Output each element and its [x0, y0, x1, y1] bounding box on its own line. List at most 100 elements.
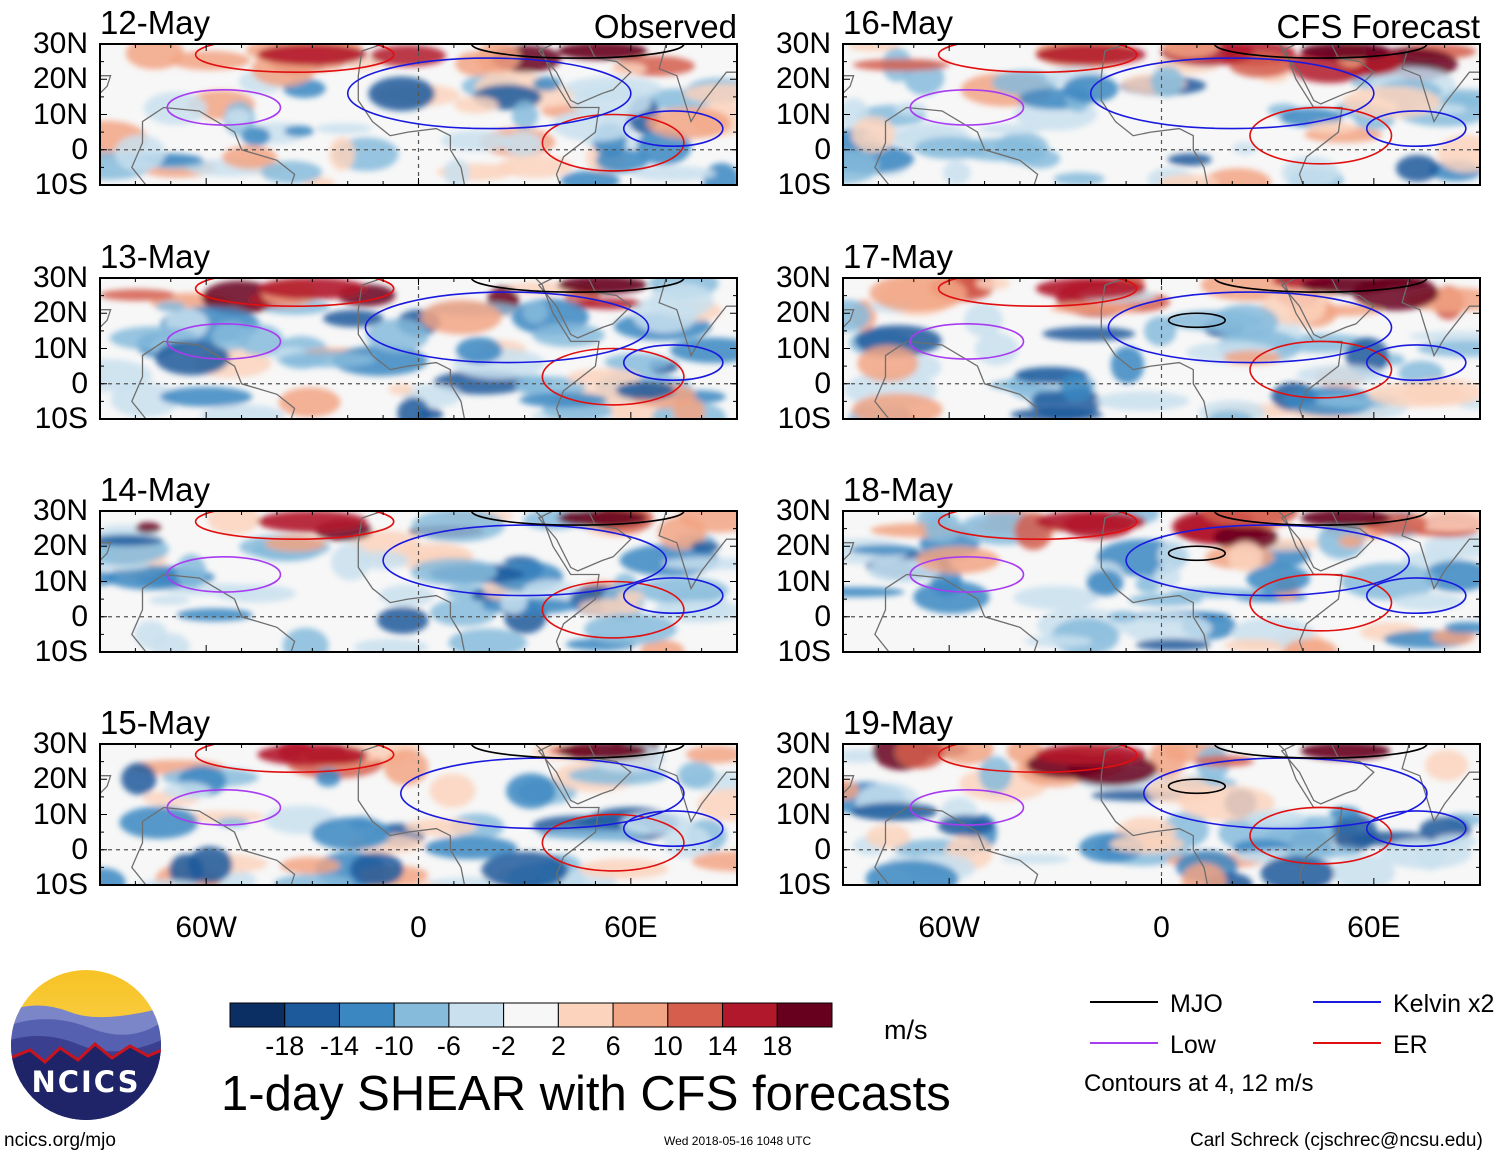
mjo-contour [1213, 44, 1428, 59]
lat-tick-label: 10N [32, 564, 88, 598]
lat-tick-label: 30N [775, 494, 831, 527]
shear-field [100, 511, 737, 652]
lat-tick-label: 30N [775, 261, 831, 294]
colorbar-tick-label: 14 [707, 1031, 738, 1061]
er-contour [1249, 340, 1393, 399]
er-contour [194, 511, 395, 540]
er-contour [541, 580, 685, 639]
mjo-contour [470, 278, 685, 293]
lat-tick-label: 30N [32, 494, 88, 527]
wave-contours [166, 278, 724, 406]
lat-tick-label: 10N [32, 97, 88, 131]
units-label: m/s [884, 1015, 928, 1045]
colorbar-box [503, 1002, 559, 1028]
mjo-contour [1167, 312, 1226, 329]
lat-tick-label: 0 [71, 832, 88, 866]
kelvin-contour [1365, 577, 1467, 615]
lat-tick-label: 10S [777, 868, 831, 901]
colorbar-tick-label: 6 [605, 1031, 621, 1061]
column-label: CFS Forecast [1276, 8, 1480, 45]
lat-tick-label: 20N [32, 296, 88, 330]
kelvin-contour [622, 110, 724, 148]
wave-contours [909, 44, 1467, 165]
colorbar-box [612, 1002, 669, 1028]
lon-tick-label: 0 [1153, 911, 1170, 944]
lat-tick-label: 10S [34, 402, 88, 435]
colorbar [229, 1002, 833, 1028]
lat-tick-label: 10S [777, 168, 831, 201]
footer-link[interactable]: ncics.org/mjo [4, 1130, 116, 1151]
low-contour [909, 89, 1025, 126]
mjo-contour [1167, 545, 1226, 562]
er-contour [541, 813, 685, 872]
kelvin-contour [1365, 344, 1467, 382]
lon-tick-label: 60E [1347, 911, 1401, 944]
lat-tick-label: 30N [32, 727, 88, 760]
lat-tick-label: 10N [775, 564, 831, 598]
lat-tick-label: 20N [775, 762, 831, 796]
kelvin-contour [1365, 810, 1467, 848]
main-title: 1-day SHEAR with CFS forecasts [221, 1067, 951, 1121]
lat-tick-label: 10S [34, 635, 88, 668]
kelvin-contour [1089, 57, 1375, 130]
panel-date: 12-May [100, 4, 211, 41]
contour-note: Contours at 4, 12 m/s [1084, 1070, 1314, 1097]
mjo-contour [470, 44, 685, 59]
mjo-contour [470, 511, 685, 526]
kelvin-contour [1125, 524, 1411, 597]
legend-label-mjo: MJO [1170, 990, 1223, 1018]
kelvin-contour [622, 344, 724, 382]
er-contour [194, 278, 395, 307]
kelvin-contour [382, 524, 668, 597]
low-contour [166, 323, 282, 360]
wave-contours [909, 278, 1467, 399]
colorbar-tick-label: -10 [374, 1031, 414, 1061]
panel-date: 18-May [843, 471, 954, 508]
er-contour [1249, 573, 1393, 632]
lat-tick-label: 10S [34, 168, 88, 201]
low-contour [166, 789, 282, 826]
er-contour [937, 278, 1138, 307]
shear-field [100, 44, 737, 185]
lat-tick-label: 10S [777, 402, 831, 435]
er-contour [937, 511, 1138, 540]
panel-date: 17-May [843, 238, 954, 275]
lat-tick-label: 20N [32, 762, 88, 796]
wave-contours [909, 511, 1467, 632]
shear-field [100, 744, 737, 885]
lat-tick-label: 30N [32, 261, 88, 294]
kelvin-contour [364, 291, 650, 364]
er-contour [1249, 106, 1393, 165]
mjo-contour [1213, 511, 1428, 526]
colorbar-ticks: -18 -14 -10 -6 -2 2 6 10 14 18 [0, 1031, 1510, 1063]
colorbar-box [338, 1002, 395, 1028]
logo-text: NCICS [31, 1065, 141, 1099]
lat-tick-label: 0 [71, 366, 88, 400]
legend-label-er: ER [1393, 1031, 1428, 1059]
lat-tick-label: 0 [814, 599, 831, 633]
lon-tick-label: 60W [175, 911, 237, 944]
map-panel-16-May [842, 43, 1481, 186]
map-panel-17-May [842, 277, 1481, 420]
colorbar-tick-label: 18 [762, 1031, 793, 1061]
lat-tick-label: 0 [814, 832, 831, 866]
legend-label-low: Low [1170, 1031, 1216, 1059]
colorbar-box [229, 1002, 286, 1028]
colorbar-tick-label: 10 [652, 1031, 683, 1061]
kelvin-contour [622, 810, 724, 848]
map-panel-13-May [99, 277, 738, 420]
lat-tick-label: 30N [775, 727, 831, 760]
footer-credit: Carl Schreck (cjschrec@ncsu.edu) [1190, 1130, 1483, 1151]
colorbar-tick-label: -6 [436, 1031, 461, 1061]
kelvin-contour [1365, 110, 1467, 148]
panel-date: 16-May [843, 4, 954, 41]
map-panel-12-May [99, 43, 738, 186]
shear-field [843, 44, 1480, 185]
panel-date: 14-May [100, 471, 211, 508]
lat-tick-label: 10N [775, 797, 831, 831]
colorbar-box [776, 1002, 833, 1028]
low-contour [166, 89, 282, 126]
lat-tick-label: 20N [32, 62, 88, 96]
colorbar-box [284, 1002, 340, 1028]
